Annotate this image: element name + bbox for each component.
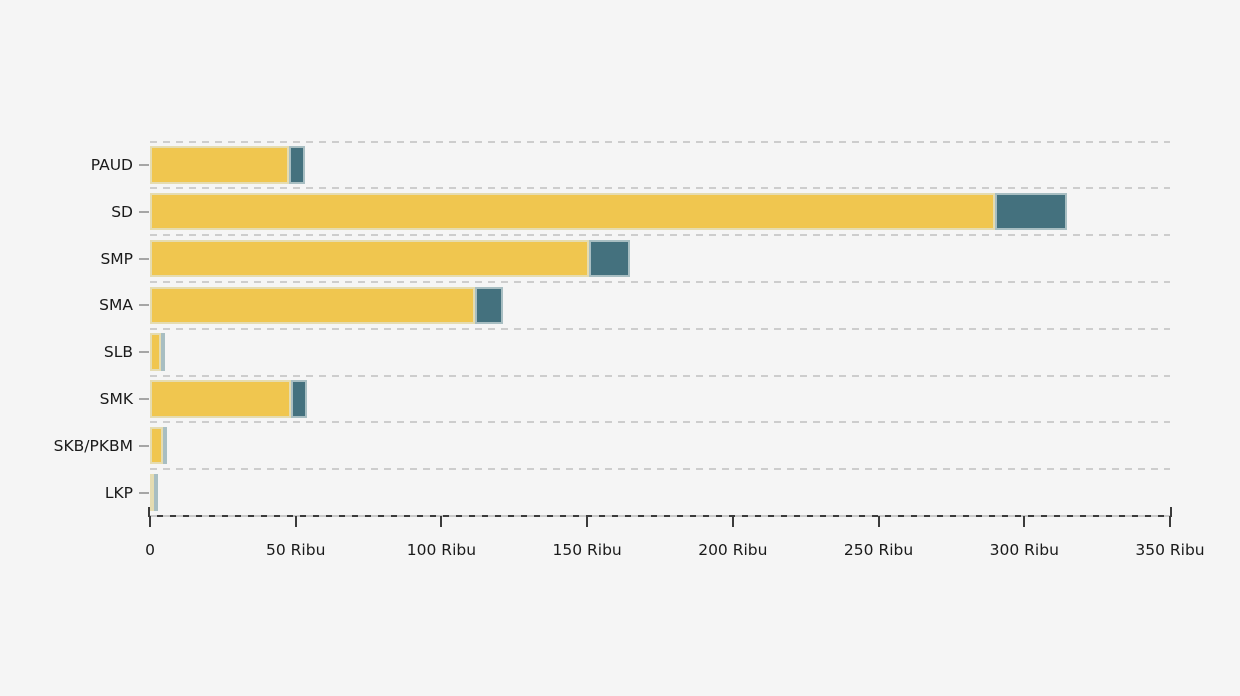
y-axis-label: SD bbox=[111, 202, 133, 221]
bar-segment-yellow bbox=[150, 192, 996, 231]
bar-row bbox=[150, 473, 159, 512]
y-axis-tick bbox=[139, 210, 149, 213]
bar-segment-yellow bbox=[150, 380, 292, 418]
bar-row bbox=[150, 426, 168, 465]
y-axis-tick bbox=[139, 304, 149, 307]
gridline bbox=[150, 280, 1170, 283]
x-axis-endcap bbox=[1170, 506, 1172, 515]
x-axis-tick-label: 300 Ribu bbox=[989, 540, 1059, 559]
x-axis-tick-label: 0 bbox=[145, 540, 155, 559]
x-axis-tick-label: 100 Ribu bbox=[406, 540, 477, 559]
y-axis-label: SMK bbox=[99, 389, 133, 408]
bar-row bbox=[150, 333, 165, 371]
x-axis-tick bbox=[440, 515, 443, 527]
bar-segment-yellow bbox=[150, 426, 164, 465]
x-axis-tick-label: 350 Ribu bbox=[1135, 540, 1205, 559]
y-axis-tick bbox=[139, 397, 149, 400]
bar-segment-teal bbox=[995, 192, 1067, 231]
bar-row bbox=[150, 239, 630, 278]
gridline bbox=[150, 140, 1170, 143]
bar-segment-yellow bbox=[150, 473, 155, 512]
x-axis-tick bbox=[731, 515, 734, 527]
x-axis-tick bbox=[149, 515, 151, 527]
bar-row bbox=[150, 286, 503, 325]
gridline bbox=[150, 468, 1170, 471]
y-axis-tick bbox=[139, 257, 149, 260]
x-axis-endcap bbox=[148, 506, 150, 515]
bar-row bbox=[150, 146, 306, 184]
x-axis-tick-label: 50 Ribu bbox=[266, 540, 326, 559]
y-axis-tick bbox=[139, 444, 149, 447]
x-axis-tick bbox=[1023, 515, 1026, 527]
y-axis-tick bbox=[139, 351, 149, 354]
y-axis-tick bbox=[139, 163, 149, 166]
bar-segment-teal bbox=[160, 333, 165, 371]
x-axis-tick-label: 150 Ribu bbox=[552, 540, 622, 559]
bar-row bbox=[150, 192, 1067, 231]
bar-row bbox=[150, 380, 307, 418]
gridline bbox=[150, 327, 1170, 330]
x-axis-dash-overlay bbox=[150, 514, 1170, 517]
x-axis-tick bbox=[877, 515, 880, 527]
bar-segment-teal bbox=[163, 426, 168, 465]
bar-segment-teal bbox=[289, 146, 306, 184]
y-axis-label: PAUD bbox=[90, 155, 133, 174]
bar-segment-yellow bbox=[150, 286, 475, 325]
x-axis-tick-label: 250 Ribu bbox=[843, 540, 914, 559]
gridline bbox=[150, 421, 1170, 424]
y-axis-label: LKP bbox=[104, 483, 133, 502]
y-axis-tick bbox=[139, 491, 149, 494]
y-axis-label: SLB bbox=[103, 343, 133, 362]
x-axis-tick bbox=[294, 515, 297, 527]
y-axis-label: SMP bbox=[100, 249, 133, 268]
bar-segment-teal bbox=[154, 473, 159, 512]
gridline bbox=[150, 187, 1170, 190]
y-axis-label: SKB/PKBM bbox=[53, 436, 133, 455]
y-axis-label: SMA bbox=[99, 296, 133, 315]
bar-segment-teal bbox=[291, 380, 307, 418]
gridline bbox=[150, 234, 1170, 237]
x-axis-tick bbox=[1169, 515, 1171, 527]
bar-segment-teal bbox=[589, 239, 630, 278]
x-axis-tick-label: 200 Ribu bbox=[698, 540, 768, 559]
x-axis-tick bbox=[586, 515, 589, 527]
gridline bbox=[150, 374, 1170, 377]
bar-segment-teal bbox=[474, 286, 503, 325]
bar-segment-yellow bbox=[150, 146, 290, 184]
bar-segment-yellow bbox=[150, 333, 161, 371]
bar-segment-yellow bbox=[150, 239, 590, 278]
